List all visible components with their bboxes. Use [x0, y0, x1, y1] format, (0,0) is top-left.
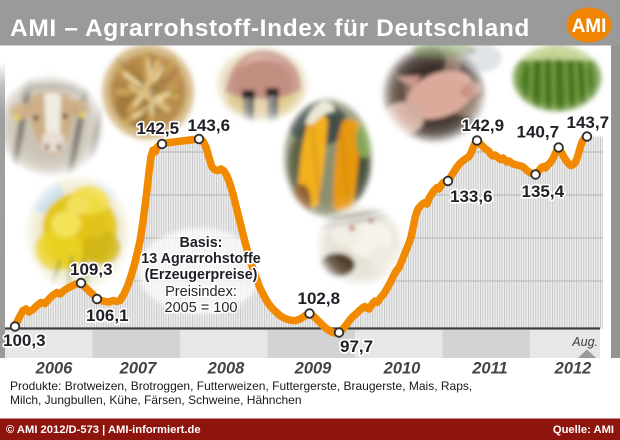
svg-text:Produkte: Brotweizen, Brotrogg: Produkte: Brotweizen, Brotroggen, Futter… — [10, 379, 472, 393]
svg-text:2010: 2010 — [383, 360, 422, 378]
svg-text:106,1: 106,1 — [86, 306, 129, 325]
svg-text:97,7: 97,7 — [340, 337, 373, 356]
svg-text:102,8: 102,8 — [298, 289, 341, 308]
svg-text:Milch, Jungbullen, Kühe, Färse: Milch, Jungbullen, Kühe, Färsen, Schwein… — [10, 393, 302, 407]
svg-text:AMI: AMI — [572, 16, 607, 37]
svg-text:2007: 2007 — [119, 360, 158, 378]
svg-text:133,6: 133,6 — [450, 187, 493, 206]
svg-text:Basis:: Basis: — [180, 235, 223, 251]
svg-text:(Erzeugerpreise): (Erzeugerpreise) — [145, 267, 258, 283]
svg-text:100,3: 100,3 — [3, 331, 46, 350]
svg-text:142,9: 142,9 — [462, 116, 505, 135]
svg-text:2011: 2011 — [471, 360, 507, 378]
svg-text:143,7: 143,7 — [567, 113, 610, 132]
svg-text:13 Agrarrohstoffe: 13 Agrarrohstoffe — [141, 251, 260, 267]
svg-text:2012: 2012 — [554, 360, 592, 378]
svg-text:AMI – Agrarrohstoff-Index für: AMI – Agrarrohstoff-Index für Deutschlan… — [10, 15, 530, 42]
svg-text:140,7: 140,7 — [517, 123, 560, 142]
svg-text:109,3: 109,3 — [70, 260, 113, 279]
svg-text:© AMI 2012/D-573 | AMI-informi: © AMI 2012/D-573 | AMI-informiert.de — [6, 424, 201, 436]
svg-text:2009: 2009 — [294, 360, 333, 378]
svg-text:2005 = 100: 2005 = 100 — [165, 300, 238, 316]
svg-text:142,5: 142,5 — [137, 119, 180, 138]
svg-text:Preisindex:: Preisindex: — [165, 284, 237, 300]
svg-text:Aug.: Aug. — [571, 335, 598, 349]
svg-text:135,4: 135,4 — [522, 182, 565, 201]
svg-text:143,6: 143,6 — [188, 116, 231, 135]
svg-text:2008: 2008 — [207, 360, 246, 378]
svg-text:Quelle: AMI: Quelle: AMI — [553, 424, 614, 436]
svg-text:2006: 2006 — [35, 360, 74, 378]
